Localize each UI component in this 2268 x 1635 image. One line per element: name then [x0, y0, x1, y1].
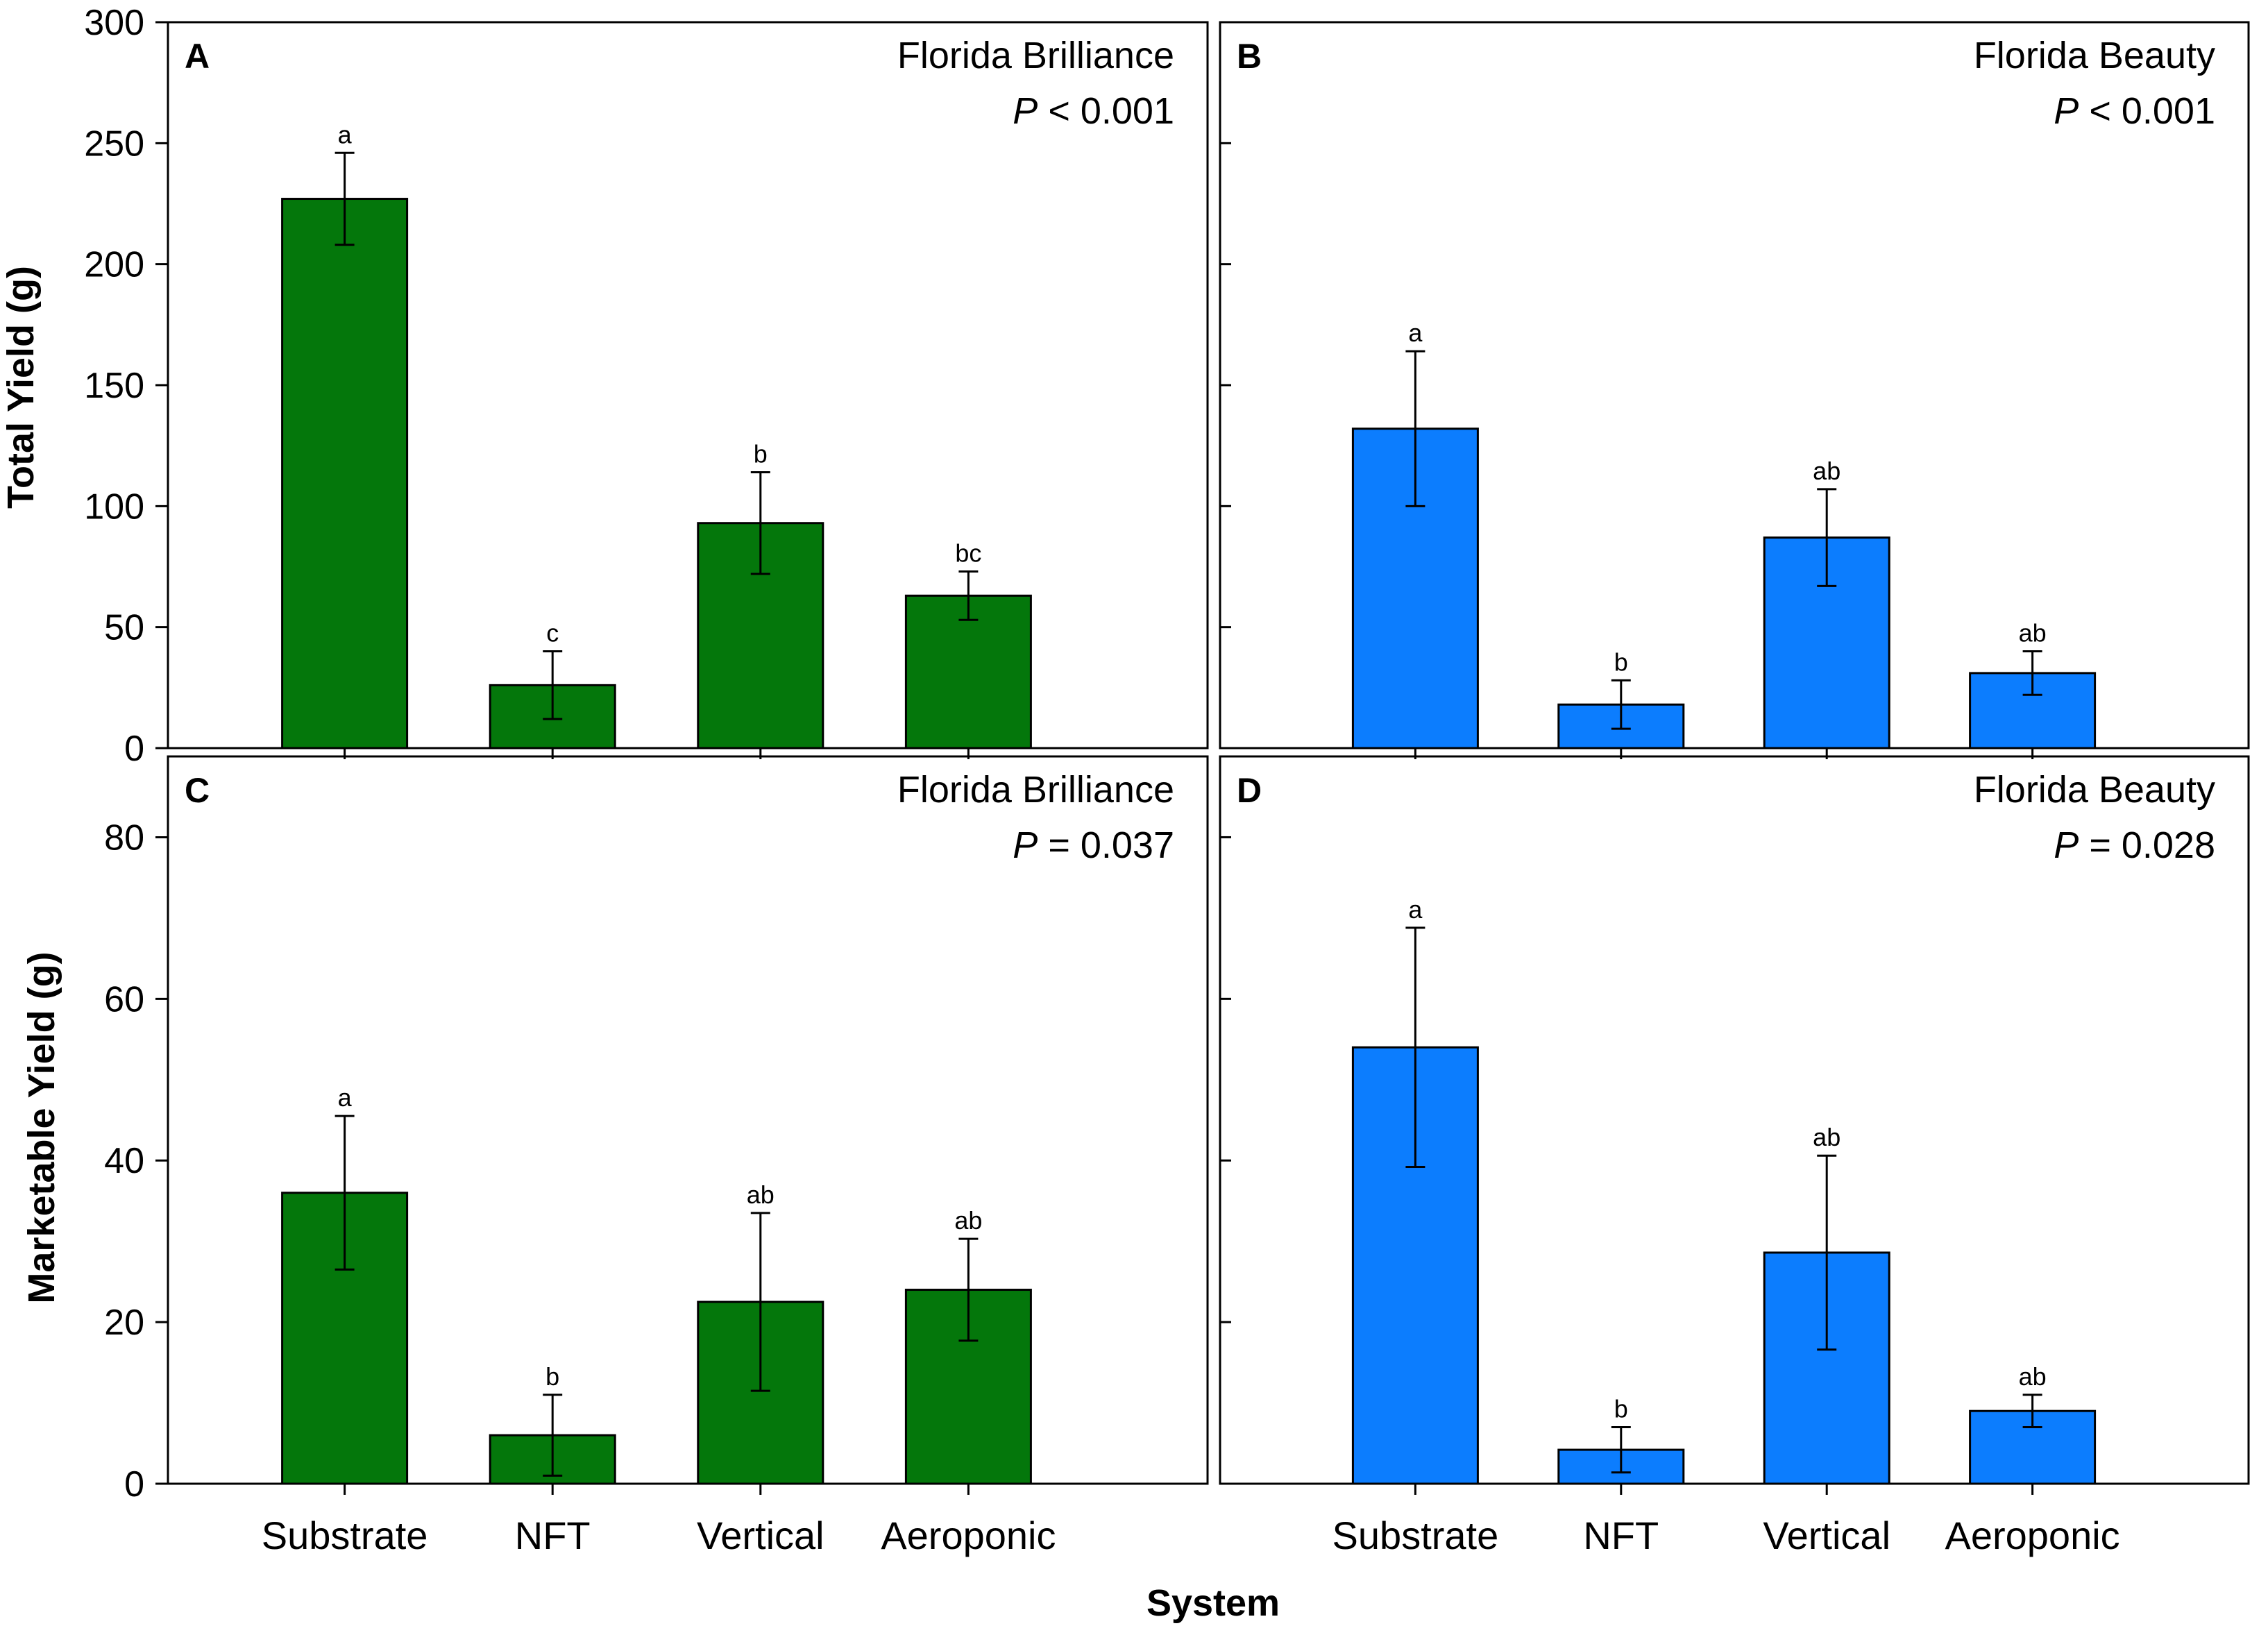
significance-letter: ab [2019, 619, 2047, 647]
p-value: P < 0.001 [1013, 90, 1174, 132]
cultivar-title: Florida Brilliance [897, 769, 1174, 811]
significance-letter: ab [954, 1206, 982, 1235]
y-tick-label: 0 [124, 729, 144, 769]
x-tick-label: Vertical [697, 1514, 824, 1557]
x-axis-title: System [1146, 1582, 1280, 1624]
p-value-text: = 0.028 [2079, 824, 2215, 866]
p-symbol: P [1013, 824, 1038, 866]
significance-letter: ab [2019, 1362, 2047, 1391]
panel-c: 0 20 40 60 80 a Substrate b NFT ab Vertical ab Aerop… [104, 755, 1209, 1557]
significance-letter: a [338, 120, 353, 149]
y-tick-label: 200 [84, 245, 144, 285]
y-tick-label: 60 [104, 979, 144, 1019]
x-tick-label: NFT [515, 1514, 591, 1557]
p-value: P = 0.037 [1013, 824, 1174, 866]
x-tick-label: Aeroponic [881, 1514, 1056, 1557]
y-tick-label: 100 [84, 486, 144, 527]
p-symbol: P [2054, 90, 2079, 132]
panel-letter: C [185, 771, 210, 810]
p-symbol: P [1013, 90, 1038, 132]
x-tick-label: Substrate [262, 1514, 428, 1557]
y-axis-title-top: Total Yield (g) [0, 266, 42, 509]
significance-letter: ab [1813, 1123, 1840, 1151]
panel-letter: B [1237, 37, 1262, 76]
p-value-text: < 0.001 [2079, 90, 2215, 132]
cultivar-title: Florida Brilliance [897, 35, 1174, 76]
cultivar-title: Florida Beauty [1974, 35, 2215, 76]
x-tick-label: Substrate [1332, 1514, 1499, 1557]
significance-letter: b [1614, 1394, 1628, 1423]
y-tick-label: 250 [84, 124, 144, 164]
p-value-text: = 0.037 [1038, 824, 1174, 866]
y-tick-label: 80 [104, 818, 144, 858]
significance-letter: bc [955, 539, 981, 567]
x-tick-label: Vertical [1763, 1514, 1890, 1557]
panel-a: 0 50 100 150 200 250 300 a c b bc A Florida Brillian… [84, 3, 1209, 769]
panel-frame [167, 755, 1209, 1485]
x-tick-label: Aeroponic [1945, 1514, 2120, 1557]
significance-letter: c [546, 619, 559, 647]
panel-frame [1219, 755, 2250, 1485]
y-tick-label: 20 [104, 1303, 144, 1343]
cultivar-title: Florida Beauty [1974, 769, 2215, 811]
y-tick-label: 40 [104, 1141, 144, 1181]
y-tick-label: 0 [124, 1464, 144, 1505]
y-tick-label: 150 [84, 366, 144, 406]
significance-letter: ab [747, 1180, 775, 1209]
panel-letter: A [185, 37, 210, 76]
y-tick-label: 300 [84, 3, 144, 43]
y-axis-title-bottom: Marketable Yield (g) [21, 951, 62, 1303]
bar-aeroponic [904, 594, 1032, 749]
panel-d: a Substrate b NFT ab Vertical ab Aeroponic D Flor… [1219, 755, 2250, 1557]
significance-letter: b [1614, 647, 1628, 676]
p-value: P = 0.028 [2054, 824, 2215, 866]
significance-letter: b [545, 1362, 559, 1391]
significance-letter: a [338, 1083, 353, 1112]
p-symbol: P [2054, 824, 2079, 866]
panel-letter: D [1237, 771, 1262, 810]
significance-letter: a [1408, 895, 1423, 924]
p-value-text: < 0.001 [1038, 90, 1174, 132]
p-value: P < 0.001 [2054, 90, 2215, 132]
significance-letter: ab [1813, 457, 1840, 485]
x-tick-label: NFT [1583, 1514, 1659, 1557]
y-tick-label: 50 [104, 608, 144, 648]
bar-substrate [281, 198, 409, 749]
significance-letter: a [1408, 319, 1423, 347]
significance-letter: b [754, 440, 768, 468]
